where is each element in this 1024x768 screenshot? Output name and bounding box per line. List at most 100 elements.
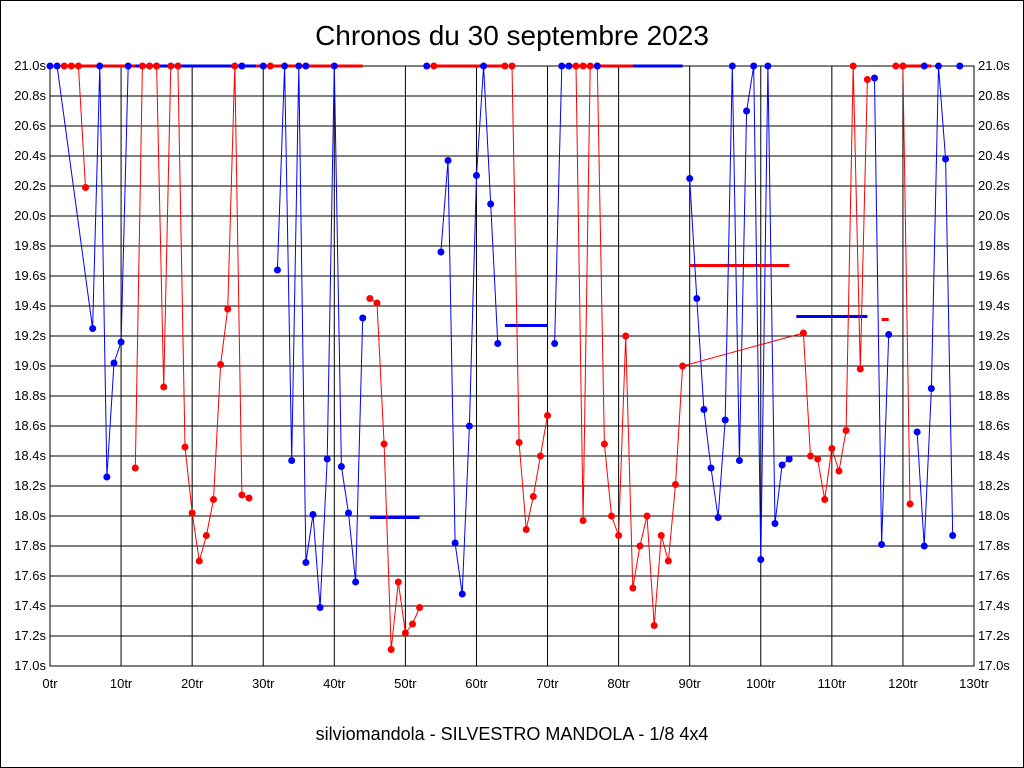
data-point [956,62,964,70]
data-point [934,62,942,70]
data-point [878,541,886,548]
data-point [373,299,381,307]
data-point [53,62,61,70]
series-line [575,65,811,626]
data-point [465,422,473,430]
data-point [693,295,701,302]
data-point [558,62,566,70]
data-point [138,62,146,70]
y-tick-label-right: 18.4s [978,448,1010,463]
data-point [750,62,758,70]
data-point [437,248,445,256]
data-point [700,406,708,413]
y-tick-label-right: 17.8s [978,538,1010,553]
data-point [593,62,601,70]
data-point [615,532,623,539]
data-point [679,362,687,370]
data-point [89,325,97,332]
y-tick-label-left: 17.0s [14,658,46,673]
data-point [508,62,516,70]
data-point [188,509,196,517]
data-point [174,62,182,70]
data-point [117,338,125,346]
data-point [650,622,658,629]
y-tick-label-right: 17.6s [978,568,1010,583]
data-point [920,62,928,70]
data-point [146,62,154,70]
data-point [352,578,360,586]
x-tick-label: 110tr [818,676,847,691]
data-point [153,62,161,70]
x-tick-label: 10tr [110,676,133,691]
x-tick-label: 60tr [465,676,488,691]
series-line [276,65,364,608]
series-line [874,77,890,545]
data-point [238,491,246,499]
data-point [821,496,829,503]
data-point [209,496,217,503]
data-point [913,428,921,436]
data-point [309,511,317,518]
y-tick-label-right: 19.2s [978,328,1010,343]
y-tick-label-left: 19.0s [14,358,46,373]
data-point [551,340,559,347]
data-point [60,62,68,70]
data-point [565,62,573,70]
data-point [110,359,118,367]
data-point [387,646,395,653]
data-point [444,157,452,164]
y-tick-label-left: 17.2s [14,628,46,643]
data-point [380,440,388,448]
data-point [359,314,367,322]
data-point [316,604,324,611]
y-tick-label-right: 20.2s [978,178,1010,193]
data-point [515,439,523,446]
x-tick-label: 30tr [252,676,275,691]
series-line [369,298,421,650]
data-point [572,62,580,70]
data-point [96,62,104,70]
y-tick-label-left: 19.4s [14,298,46,313]
y-tick-label-right: 18.6s [978,418,1010,433]
y-tick-label-right: 20.4s [978,148,1010,163]
data-point [330,62,338,70]
x-tick-label: 80tr [607,676,630,691]
x-tick-label: 70tr [536,676,559,691]
data-point [408,620,416,628]
data-point [906,500,914,508]
data-point [458,590,466,598]
data-point [273,266,281,274]
x-tick-label: 130tr [959,676,989,691]
data-point [501,62,509,70]
data-point [920,542,928,550]
x-tick-label: 100tr [746,676,776,691]
data-point [721,416,729,424]
data-point [472,172,480,179]
data-point [728,62,736,70]
data-point [266,62,274,70]
y-tick-label-right: 18.0s [978,508,1010,523]
series-line [511,65,548,530]
data-point [416,604,424,611]
y-tick-label-left: 17.8s [14,538,46,553]
data-point [835,467,843,475]
data-point [636,542,644,550]
data-point [863,76,871,83]
data-point [686,175,694,182]
data-point [423,62,431,70]
data-point [302,62,310,70]
series-line [689,65,790,560]
data-point [281,62,289,70]
y-tick-label-left: 18.8s [14,388,46,403]
data-point [529,493,537,500]
data-point [757,556,765,563]
y-tick-label-left: 20.8s [14,88,46,103]
y-tick-label-right: 20.6s [978,118,1010,133]
x-axis: 0tr 10tr 20tr 30tr 40tr 50tr 60tr 70tr 80tr 90tr 1… [42,676,989,691]
data-point [195,557,203,565]
data-point [608,512,616,520]
y-tick-label-right: 18.2s [978,478,1010,493]
y-tick-label-right: 20.0s [978,208,1010,223]
data-point [288,457,296,464]
